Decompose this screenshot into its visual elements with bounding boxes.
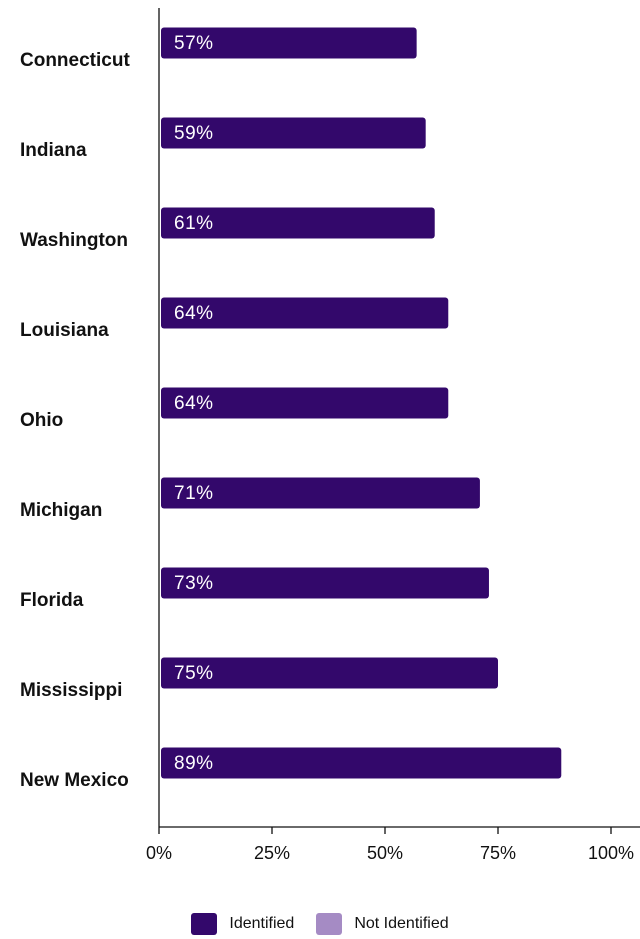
category-label-florida: Florida: [20, 590, 84, 611]
bar-louisiana: [161, 297, 449, 329]
x-tick-label-100: 100%: [588, 843, 634, 863]
category-label-indiana: Indiana: [20, 140, 87, 161]
category-labels: Connecticut Indiana Washington Louisiana Ohi…: [20, 50, 130, 791]
category-label-michigan: Michigan: [20, 500, 102, 521]
data-label-connecticut: 57%: [174, 33, 214, 54]
bar-new-mexico: [161, 747, 562, 779]
x-tick-label-25: 25%: [254, 843, 290, 863]
category-label-washington: Washington: [20, 230, 128, 251]
data-label-florida: 73%: [174, 573, 214, 594]
data-label-michigan: 71%: [174, 483, 214, 504]
legend-label-not-identified: Not Identified: [354, 915, 449, 932]
bar-ohio: [161, 387, 449, 419]
legend-item-not-identified: Not Identified: [316, 913, 449, 935]
x-axis: 0% 25% 50% 75% 100%: [146, 8, 640, 863]
data-label-new-mexico: 89%: [174, 753, 214, 774]
category-label-mississippi: Mississippi: [20, 680, 122, 701]
data-label-indiana: 59%: [174, 123, 214, 144]
data-label-ohio: 64%: [174, 393, 214, 414]
bar-connecticut: [161, 27, 417, 59]
category-label-new-mexico: New Mexico: [20, 770, 129, 791]
bar-michigan: [161, 477, 480, 509]
legend-swatch-identified: [191, 913, 218, 935]
legend-label-identified: Identified: [229, 915, 295, 932]
x-tick-label-0: 0%: [146, 843, 172, 863]
bar-indiana: [161, 117, 426, 149]
legend-swatch-not-identified: [316, 913, 343, 935]
category-label-ohio: Ohio: [20, 410, 63, 431]
category-label-connecticut: Connecticut: [20, 50, 130, 71]
data-label-washington: 61%: [174, 213, 214, 234]
x-tick-label-50: 50%: [367, 843, 403, 863]
bar-mississippi: [161, 657, 498, 689]
bars-layer: 57% 59% 61% 64% 64% 71% 73% 75% 89%: [161, 27, 562, 779]
legend: Identified Not Identified: [0, 912, 640, 936]
category-label-louisiana: Louisiana: [20, 320, 109, 341]
bar-florida: [161, 567, 489, 599]
data-label-mississippi: 75%: [174, 663, 214, 684]
data-label-louisiana: 64%: [174, 303, 214, 324]
bar-washington: [161, 207, 435, 239]
legend-item-identified: Identified: [191, 913, 294, 935]
x-tick-label-75: 75%: [480, 843, 516, 863]
